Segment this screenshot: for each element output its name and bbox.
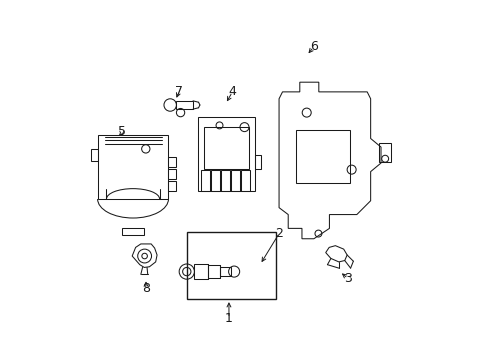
Bar [220,267,230,276]
Text: 5: 5 [118,125,125,138]
Bar [187,232,275,299]
Bar [168,181,176,191]
Bar [254,155,261,169]
Bar [296,130,349,184]
Bar [98,135,168,199]
Bar [241,170,249,191]
Text: 3: 3 [344,272,351,285]
Bar [168,157,176,167]
Bar [168,169,176,179]
Bar [203,127,248,168]
Text: 1: 1 [224,312,232,325]
Text: 4: 4 [228,85,236,98]
Bar [198,117,254,191]
Bar [194,264,208,279]
Bar [221,170,229,191]
Bar [201,170,209,191]
Bar [379,143,390,162]
Bar [176,101,193,109]
Bar [208,265,220,278]
Text: 2: 2 [275,227,283,240]
Text: 8: 8 [142,282,150,295]
Text: 7: 7 [175,85,183,98]
Bar [91,149,98,161]
Text: 6: 6 [309,40,317,53]
Bar [211,170,220,191]
Bar [122,228,143,235]
Bar [231,170,240,191]
